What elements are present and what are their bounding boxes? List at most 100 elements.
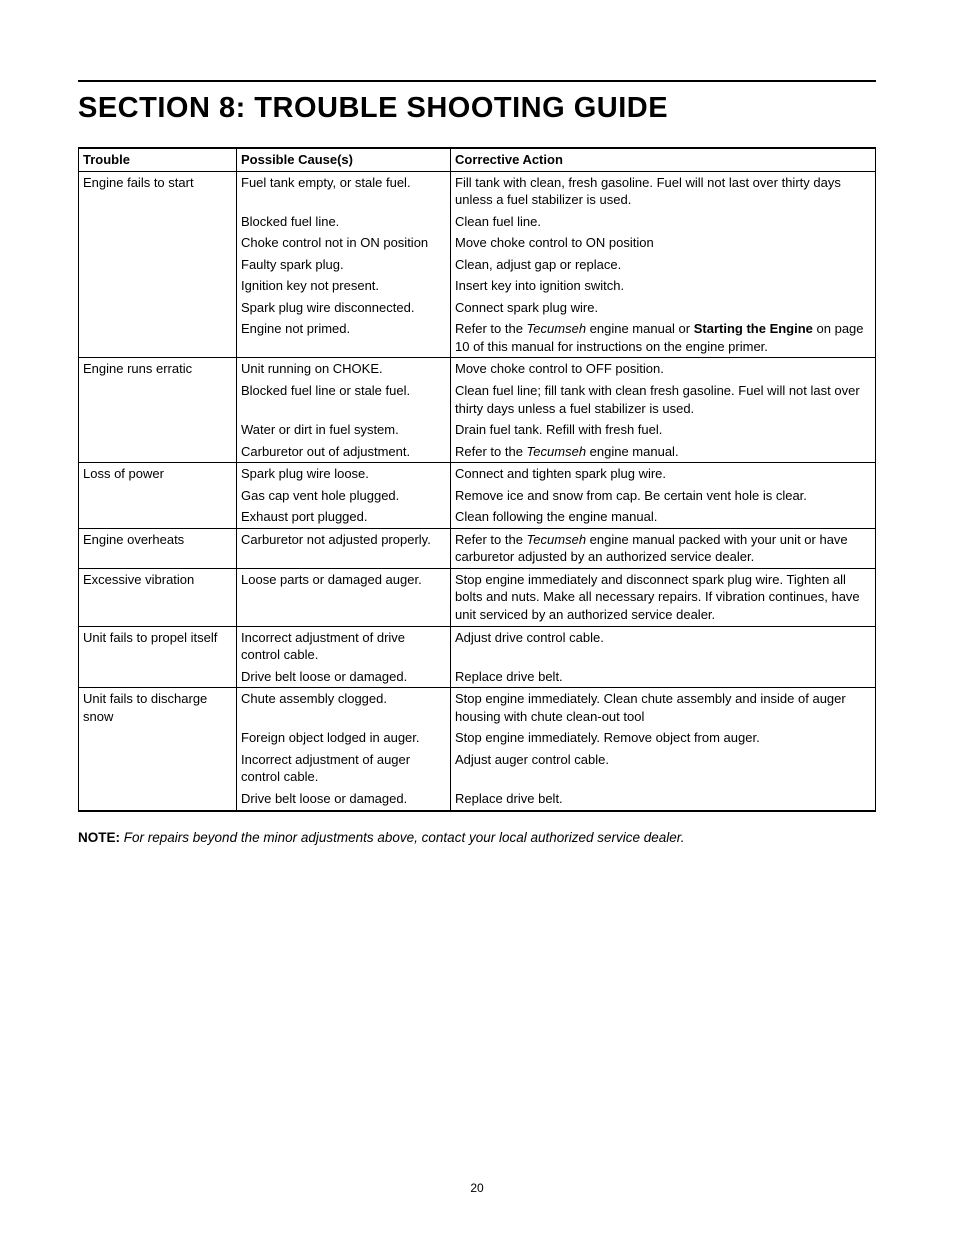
cell-trouble: Unit fails to discharge snow — [79, 688, 237, 728]
cell-cause: Gas cap vent hole plugged. — [237, 485, 451, 507]
cell-cause: Spark plug wire loose. — [237, 463, 451, 485]
table-row: Blocked fuel line.Clean fuel line. — [79, 211, 876, 233]
table-row: Choke control not in ON positionMove cho… — [79, 232, 876, 254]
cell-action: Connect spark plug wire. — [451, 297, 876, 319]
section-title: SECTION 8: TROUBLE SHOOTING GUIDE — [78, 92, 876, 125]
table-row: Water or dirt in fuel system.Drain fuel … — [79, 419, 876, 441]
table-row: Spark plug wire disconnected.Connect spa… — [79, 297, 876, 319]
note-paragraph: NOTE: For repairs beyond the minor adjus… — [78, 830, 876, 845]
col-header-cause: Possible Cause(s) — [237, 148, 451, 171]
cell-trouble — [79, 727, 237, 749]
cell-action: Insert key into ignition switch. — [451, 275, 876, 297]
table-row: Unit fails to propel itselfIncorrect adj… — [79, 626, 876, 666]
cell-trouble — [79, 232, 237, 254]
cell-cause: Chute assembly clogged. — [237, 688, 451, 728]
cell-trouble: Engine fails to start — [79, 171, 237, 211]
page-number: 20 — [0, 1181, 954, 1195]
cell-action: Move choke control to OFF position. — [451, 358, 876, 380]
cell-action: Adjust auger control cable. — [451, 749, 876, 788]
cell-cause: Spark plug wire disconnected. — [237, 297, 451, 319]
cell-trouble — [79, 297, 237, 319]
cell-action: Replace drive belt. — [451, 788, 876, 811]
table-row: Drive belt loose or damaged.Replace driv… — [79, 666, 876, 688]
col-header-trouble: Trouble — [79, 148, 237, 171]
cell-action: Connect and tighten spark plug wire. — [451, 463, 876, 485]
document-page: SECTION 8: TROUBLE SHOOTING GUIDE Troubl… — [0, 0, 954, 845]
cell-cause: Drive belt loose or damaged. — [237, 788, 451, 811]
cell-action: Move choke control to ON position — [451, 232, 876, 254]
table-row: Faulty spark plug.Clean, adjust gap or r… — [79, 254, 876, 276]
cell-action: Drain fuel tank. Refill with fresh fuel. — [451, 419, 876, 441]
table-row: Engine not primed.Refer to the Tecumseh … — [79, 318, 876, 358]
table-row: Engine fails to startFuel tank empty, or… — [79, 171, 876, 211]
cell-trouble: Loss of power — [79, 463, 237, 485]
note-label: NOTE: — [78, 830, 120, 845]
cell-trouble — [79, 441, 237, 463]
table-row: Excessive vibrationLoose parts or damage… — [79, 568, 876, 626]
cell-trouble — [79, 254, 237, 276]
table-row: Blocked fuel line or stale fuel.Clean fu… — [79, 380, 876, 419]
table-header-row: Trouble Possible Cause(s) Corrective Act… — [79, 148, 876, 171]
table-row: Loss of powerSpark plug wire loose.Conne… — [79, 463, 876, 485]
cell-trouble: Engine overheats — [79, 528, 237, 568]
cell-trouble — [79, 788, 237, 811]
table-row: Engine runs erraticUnit running on CHOKE… — [79, 358, 876, 380]
table-row: Foreign object lodged in auger.Stop engi… — [79, 727, 876, 749]
table-row: Unit fails to discharge snowChute assemb… — [79, 688, 876, 728]
cell-action: Stop engine immediately. Remove object f… — [451, 727, 876, 749]
cell-cause: Ignition key not present. — [237, 275, 451, 297]
table-row: Drive belt loose or damaged.Replace driv… — [79, 788, 876, 811]
cell-cause: Blocked fuel line or stale fuel. — [237, 380, 451, 419]
cell-trouble: Unit fails to propel itself — [79, 626, 237, 666]
cell-cause: Exhaust port plugged. — [237, 506, 451, 528]
cell-trouble — [79, 380, 237, 419]
cell-cause: Water or dirt in fuel system. — [237, 419, 451, 441]
cell-action: Refer to the Tecumseh engine manual pack… — [451, 528, 876, 568]
cell-trouble: Excessive vibration — [79, 568, 237, 626]
cell-trouble: Engine runs erratic — [79, 358, 237, 380]
cell-cause: Engine not primed. — [237, 318, 451, 358]
cell-action: Refer to the Tecumseh engine manual or S… — [451, 318, 876, 358]
note-text: For repairs beyond the minor adjustments… — [124, 830, 685, 845]
cell-cause: Blocked fuel line. — [237, 211, 451, 233]
cell-trouble — [79, 419, 237, 441]
cell-trouble — [79, 506, 237, 528]
cell-trouble — [79, 749, 237, 788]
cell-trouble — [79, 666, 237, 688]
top-rule — [78, 80, 876, 82]
cell-action: Refer to the Tecumseh engine manual. — [451, 441, 876, 463]
cell-action: Replace drive belt. — [451, 666, 876, 688]
table-row: Incorrect adjustment of auger control ca… — [79, 749, 876, 788]
cell-trouble — [79, 275, 237, 297]
cell-action: Clean fuel line. — [451, 211, 876, 233]
cell-cause: Loose parts or damaged auger. — [237, 568, 451, 626]
cell-action: Clean following the engine manual. — [451, 506, 876, 528]
cell-cause: Choke control not in ON position — [237, 232, 451, 254]
cell-cause: Carburetor not adjusted properly. — [237, 528, 451, 568]
table-row: Exhaust port plugged.Clean following the… — [79, 506, 876, 528]
cell-cause: Drive belt loose or damaged. — [237, 666, 451, 688]
cell-action: Remove ice and snow from cap. Be certain… — [451, 485, 876, 507]
cell-trouble — [79, 211, 237, 233]
cell-action: Adjust drive control cable. — [451, 626, 876, 666]
cell-trouble — [79, 318, 237, 358]
cell-action: Clean, adjust gap or replace. — [451, 254, 876, 276]
cell-cause: Incorrect adjustment of auger control ca… — [237, 749, 451, 788]
cell-cause: Faulty spark plug. — [237, 254, 451, 276]
cell-action: Fill tank with clean, fresh gasoline. Fu… — [451, 171, 876, 211]
cell-cause: Carburetor out of adjustment. — [237, 441, 451, 463]
table-row: Ignition key not present.Insert key into… — [79, 275, 876, 297]
table-row: Gas cap vent hole plugged.Remove ice and… — [79, 485, 876, 507]
cell-cause: Fuel tank empty, or stale fuel. — [237, 171, 451, 211]
troubleshooting-table: Trouble Possible Cause(s) Corrective Act… — [78, 147, 876, 812]
table-row: Carburetor out of adjustment.Refer to th… — [79, 441, 876, 463]
cell-action: Clean fuel line; fill tank with clean fr… — [451, 380, 876, 419]
cell-action: Stop engine immediately and disconnect s… — [451, 568, 876, 626]
cell-action: Stop engine immediately. Clean chute ass… — [451, 688, 876, 728]
cell-trouble — [79, 485, 237, 507]
cell-cause: Unit running on CHOKE. — [237, 358, 451, 380]
cell-cause: Incorrect adjustment of drive control ca… — [237, 626, 451, 666]
table-row: Engine overheatsCarburetor not adjusted … — [79, 528, 876, 568]
cell-cause: Foreign object lodged in auger. — [237, 727, 451, 749]
col-header-action: Corrective Action — [451, 148, 876, 171]
